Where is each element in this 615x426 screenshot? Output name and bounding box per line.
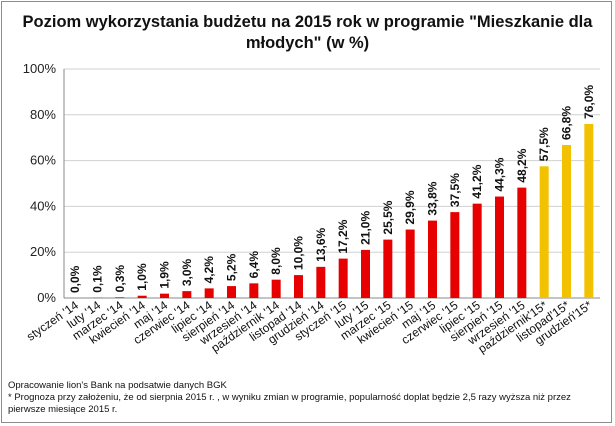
forecast-note: * Prognoza przy założeniu, że od sierpni… xyxy=(8,392,608,416)
data-label: 41,2% xyxy=(470,164,484,198)
data-label: 17,2% xyxy=(336,219,350,253)
y-tick-label: 60% xyxy=(30,153,56,168)
bar xyxy=(473,204,482,298)
data-label: 4,2% xyxy=(202,256,216,284)
data-label: 44,3% xyxy=(493,157,507,191)
data-label: 0,3% xyxy=(113,265,127,293)
y-tick-label: 80% xyxy=(30,107,56,122)
bar xyxy=(182,291,191,298)
bar xyxy=(361,250,370,298)
forecast-bar xyxy=(540,166,549,298)
data-label: 48,2% xyxy=(515,148,529,182)
data-label: 1,9% xyxy=(158,261,172,289)
data-label: 57,5% xyxy=(537,127,551,161)
bar xyxy=(160,294,169,298)
bar xyxy=(316,267,325,298)
bar xyxy=(249,283,258,298)
data-label: 6,4% xyxy=(247,251,261,279)
bar xyxy=(383,240,392,298)
y-tick-label: 100% xyxy=(23,61,57,76)
y-tick-label: 20% xyxy=(30,244,56,259)
data-label: 66,8% xyxy=(560,106,574,140)
data-label: 1,0% xyxy=(135,263,149,291)
data-label: 13,6% xyxy=(314,228,328,262)
data-label: 3,0% xyxy=(180,258,194,286)
data-label: 25,5% xyxy=(381,200,395,234)
data-label: 33,8% xyxy=(426,181,440,215)
forecast-bar xyxy=(562,145,571,298)
data-label: 29,9% xyxy=(403,190,417,224)
bar xyxy=(272,280,281,298)
data-label: 8,0% xyxy=(269,247,283,275)
data-label: 76,0% xyxy=(582,85,596,119)
data-label: 0,1% xyxy=(91,265,105,293)
data-label: 0,0% xyxy=(68,265,82,293)
source-note: Opracowanie lion's Bank na podsatwie dan… xyxy=(8,380,608,392)
bar xyxy=(227,286,236,298)
y-tick-label: 0% xyxy=(37,290,56,305)
data-label: 10,0% xyxy=(292,236,306,270)
forecast-bar xyxy=(584,124,593,298)
bar xyxy=(339,259,348,298)
data-label: 37,5% xyxy=(448,173,462,207)
bar xyxy=(406,230,415,298)
bar xyxy=(428,221,437,298)
bar xyxy=(495,197,504,298)
bar xyxy=(294,275,303,298)
bar xyxy=(517,188,526,298)
bar xyxy=(450,212,459,298)
y-tick-label: 40% xyxy=(30,198,56,213)
bar xyxy=(205,288,214,298)
data-label: 5,2% xyxy=(225,253,239,281)
data-label: 21,0% xyxy=(359,211,373,245)
chart-notes: Opracowanie lion's Bank na podsatwie dan… xyxy=(8,380,608,416)
bar-chart: 0%20%40%60%80%100%0,0%styczeń '140,1%lut… xyxy=(2,2,613,382)
